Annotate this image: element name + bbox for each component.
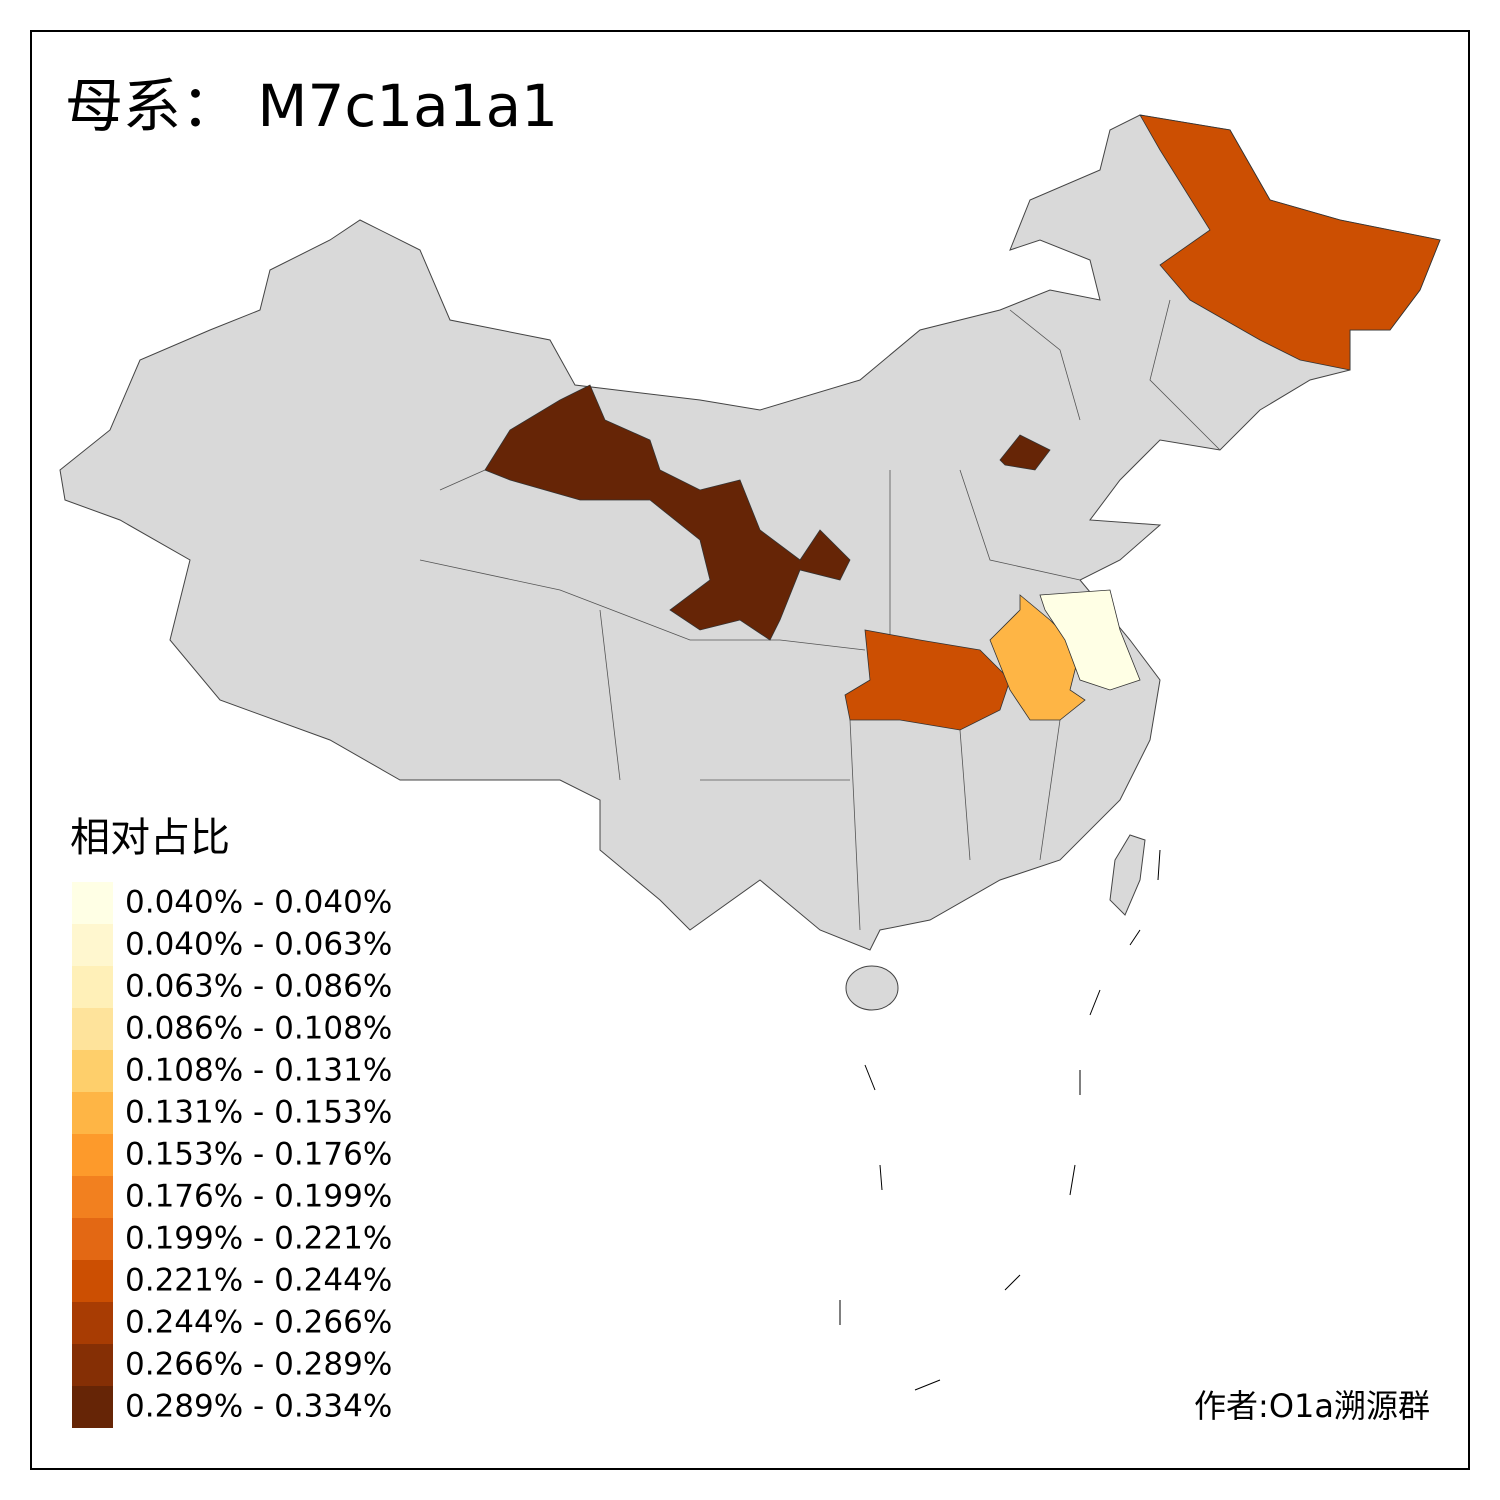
legend-swatch [72, 1344, 113, 1386]
legend-swatch [72, 1092, 113, 1134]
legend-swatch [72, 882, 113, 924]
legend-label: 0.131% - 0.153% [125, 1095, 392, 1131]
legend-label: 0.244% - 0.266% [125, 1305, 392, 1341]
region-hubei [844, 629, 1011, 731]
legend: 0.040% - 0.040% 0.040% - 0.063% 0.063% - 0… [72, 882, 392, 1428]
legend-label: 0.199% - 0.221% [125, 1221, 392, 1257]
legend-swatch [72, 1050, 113, 1092]
legend-swatch [72, 1260, 113, 1302]
legend-swatch [72, 924, 113, 966]
legend-label: 0.040% - 0.063% [125, 927, 392, 963]
boundary-dashes [839, 849, 1161, 1391]
region-beijing [999, 434, 1051, 471]
region-jiangsu [1039, 589, 1141, 691]
map [59, 114, 1441, 1391]
legend-swatch [72, 1134, 113, 1176]
legend-label: 0.040% - 0.040% [125, 885, 392, 921]
legend-swatch [72, 1386, 113, 1428]
region-heilongjiang [1139, 114, 1441, 371]
legend-label: 0.153% - 0.176% [125, 1137, 392, 1173]
legend-label: 0.108% - 0.131% [125, 1053, 392, 1089]
credit: 作者:O1a溯源群 [1194, 1387, 1430, 1425]
region-gansu [484, 384, 851, 641]
legend-swatch [72, 1302, 113, 1344]
legend-label: 0.176% - 0.199% [125, 1179, 392, 1215]
island [845, 965, 899, 1011]
legend-label: 0.266% - 0.289% [125, 1347, 392, 1383]
island [1109, 834, 1146, 916]
province-borders [419, 299, 1221, 931]
legend-label: 0.221% - 0.244% [125, 1263, 392, 1299]
legend-label: 0.086% - 0.108% [125, 1011, 392, 1047]
legend-swatch [72, 1218, 113, 1260]
title: 母系： M7c1a1a1 [65, 72, 558, 140]
legend-label: 0.063% - 0.086% [125, 969, 392, 1005]
legend-swatch [72, 1008, 113, 1050]
legend-label: 0.289% - 0.334% [125, 1389, 392, 1425]
legend-title: 相对占比 [70, 815, 230, 861]
legend-swatch [72, 1176, 113, 1218]
legend-swatch [72, 966, 113, 1008]
